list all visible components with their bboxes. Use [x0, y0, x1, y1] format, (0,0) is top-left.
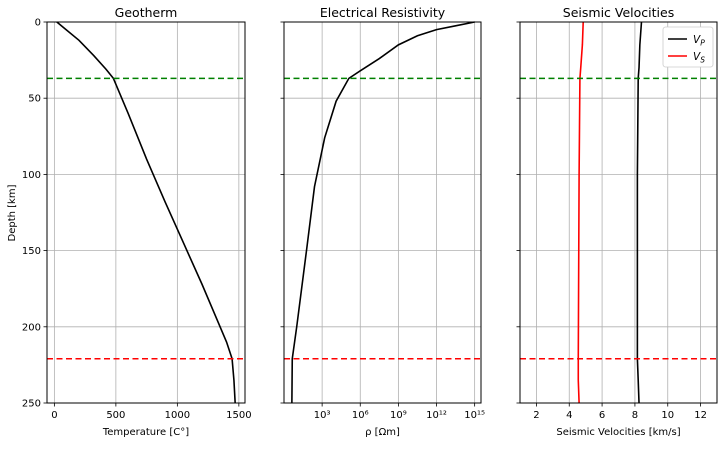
series-line-vp — [636, 21, 643, 404]
series-line-0 — [56, 21, 115, 79]
y-tick-label: 100 — [22, 170, 41, 181]
series-line-0 — [291, 21, 475, 404]
x-axis-label: Seismic Velocities [km/s] — [556, 427, 680, 438]
y-axis-label: Depth [km] — [7, 184, 18, 241]
y-tick-label: 0 — [35, 18, 41, 29]
panel-title: Electrical Resistivity — [320, 5, 446, 20]
x-axis-label: ρ [Ωm] — [365, 427, 400, 438]
grid — [47, 21, 245, 404]
resistivity-panel: 10³ 10⁶ 10⁹ 10¹² 10¹⁵ Electrical Resistivity ρ… — [280, 5, 485, 438]
legend: VP VS — [662, 26, 714, 68]
axes-frame — [519, 21, 718, 404]
x-tick-label: 1500 — [226, 410, 251, 421]
y-tick-label: 150 — [22, 246, 41, 257]
x-tick-label: 10¹² — [426, 410, 447, 421]
x-tick-label: 10⁹ — [390, 410, 407, 421]
x-tick-label: 500 — [106, 410, 125, 421]
axes-frame — [283, 21, 482, 404]
series-line-vs — [577, 21, 584, 404]
series-line-2 — [231, 358, 236, 404]
seismic-panel: 2 4 6 8 10 12 Seismic Velocities Seismic Veloci… — [516, 5, 718, 438]
x-tick-label: 8 — [632, 410, 638, 421]
grid — [284, 21, 481, 404]
x-tick-label: 2 — [533, 410, 539, 421]
y-tick-label: 250 — [22, 399, 41, 410]
x-tick-label: 10⁶ — [352, 410, 369, 421]
x-tick-label: 10³ — [314, 410, 331, 421]
x-axis-label: Temperature [C°] — [102, 427, 189, 438]
x-tick-label: 6 — [599, 410, 605, 421]
y-tick-label: 200 — [22, 322, 41, 333]
axes-frame — [46, 21, 246, 404]
x-tick-label: 4 — [566, 410, 572, 421]
x-tick-label: 10 — [661, 410, 674, 421]
legend-label: VP — [693, 34, 705, 48]
legend-label: VS — [693, 51, 705, 65]
panel-title: Seismic Velocities — [563, 5, 674, 20]
legend-box — [662, 26, 714, 68]
y-tick-label: 50 — [28, 94, 41, 105]
panel-title: Geotherm — [115, 5, 178, 20]
grid — [520, 21, 717, 404]
geotherm-panel: 0 500 1000 1500 0 50 100 150 200 250 Geotherm Tempe… — [22, 5, 252, 438]
x-tick-label: 12 — [694, 410, 707, 421]
series-line-1 — [112, 78, 233, 360]
x-tick-label: 1000 — [165, 410, 190, 421]
x-tick-label: 10¹⁵ — [464, 410, 485, 421]
x-tick-label: 0 — [51, 410, 57, 421]
